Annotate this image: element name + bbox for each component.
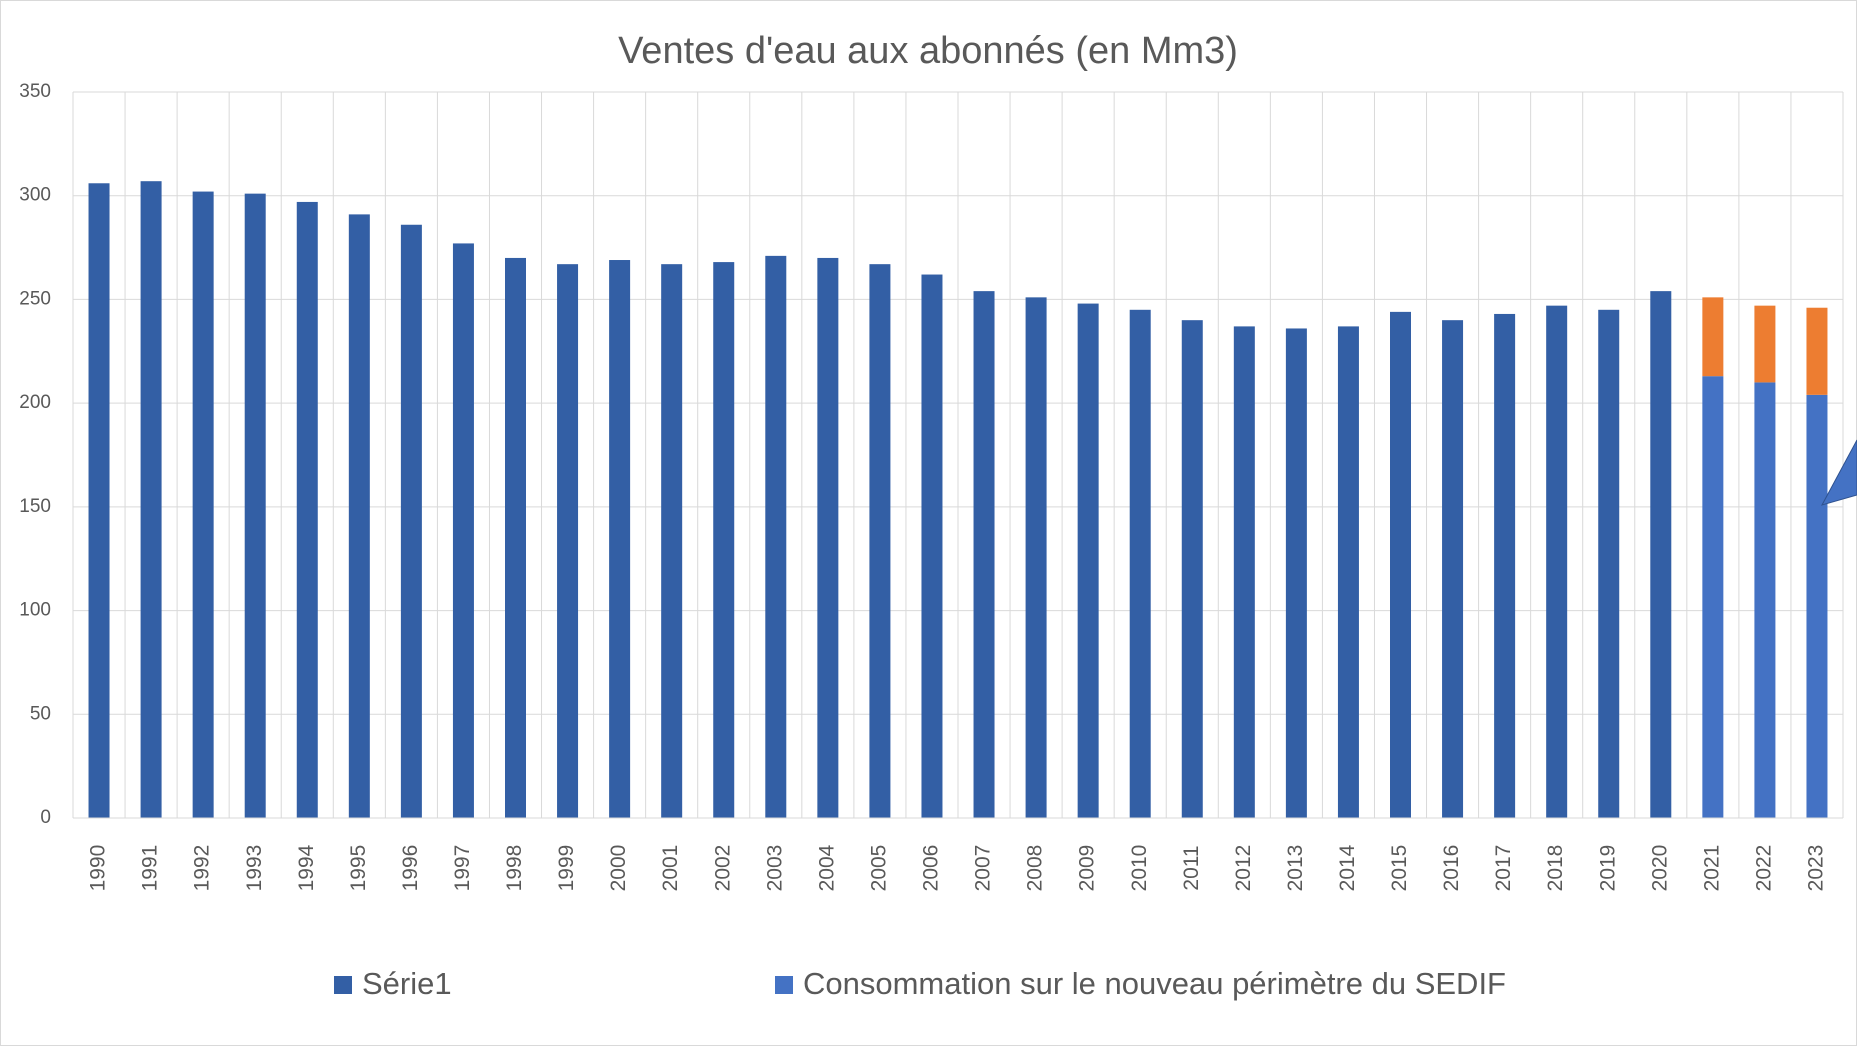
bar xyxy=(1390,311,1411,818)
bar xyxy=(1025,297,1047,819)
bar xyxy=(713,262,735,818)
x-tick-label: 2005 xyxy=(867,845,890,892)
x-tick-label: 2008 xyxy=(1024,845,1047,892)
x-tick-label: 2006 xyxy=(920,845,943,892)
x-tick-label: 2022 xyxy=(1752,845,1775,892)
x-tick-label: 1998 xyxy=(503,845,526,892)
bar xyxy=(921,274,943,819)
bar xyxy=(1754,382,1776,818)
chart-title: Ventes d'eau aux abonnés (en Mm3) xyxy=(618,30,1238,72)
x-tick-label: 2012 xyxy=(1232,845,1255,892)
bar xyxy=(192,191,214,818)
x-tick-label: 2017 xyxy=(1492,845,1515,892)
bar xyxy=(869,264,891,818)
x-tick-label: 2003 xyxy=(763,845,786,892)
y-tick-label: 100 xyxy=(19,600,51,621)
bar xyxy=(1702,297,1724,377)
x-tick-label: 2009 xyxy=(1076,845,1099,892)
x-tick-label: 2014 xyxy=(1336,844,1359,891)
x-tick-label: 2000 xyxy=(607,845,630,892)
legend-swatch xyxy=(334,976,352,994)
bar xyxy=(765,255,787,818)
y-tick-label: 0 xyxy=(40,807,51,828)
y-tick-label: 300 xyxy=(19,185,51,206)
x-tick-label: 2011 xyxy=(1180,845,1203,890)
bar xyxy=(557,264,579,818)
x-tick-label: 2010 xyxy=(1128,845,1151,892)
bar xyxy=(1494,313,1516,818)
bar xyxy=(1598,309,1620,818)
y-tick-label: 350 xyxy=(19,81,51,102)
bar xyxy=(609,260,631,818)
bar xyxy=(1129,309,1151,818)
x-tick-label: 2016 xyxy=(1440,845,1463,892)
bar xyxy=(140,181,162,819)
legend-label: Consommation sur le nouveau périmètre du… xyxy=(803,966,1506,1001)
bar xyxy=(1337,326,1359,818)
bar xyxy=(1077,303,1099,818)
bar xyxy=(88,183,110,819)
bar xyxy=(1233,326,1255,818)
bar xyxy=(1181,320,1203,818)
x-tick-label: 2019 xyxy=(1596,845,1619,892)
x-tick-label: 1991 xyxy=(139,845,162,892)
bar xyxy=(1650,291,1672,818)
bar xyxy=(452,243,474,818)
bar xyxy=(1442,320,1464,818)
x-tick-label: 2020 xyxy=(1648,845,1671,892)
x-tick-label: 2002 xyxy=(711,845,734,892)
x-tick-label: 2021 xyxy=(1700,845,1723,892)
bar xyxy=(1806,307,1828,395)
bar xyxy=(1702,376,1724,818)
x-tick-label: 1999 xyxy=(555,845,578,892)
legend-swatch xyxy=(775,976,793,994)
x-tick-label: 1997 xyxy=(451,845,474,892)
bar xyxy=(1546,305,1568,818)
bar xyxy=(1754,305,1776,383)
bar xyxy=(505,257,526,818)
y-tick-label: 150 xyxy=(19,496,51,517)
x-tick-label: 2007 xyxy=(972,845,995,892)
y-tick-label: 50 xyxy=(30,703,51,724)
x-tick-label: 2023 xyxy=(1805,845,1828,892)
plot-area: 0 50 100 150 200 250 300 350 1990 1991 1992 1993 199… xyxy=(19,81,1844,892)
x-tick-label: 1993 xyxy=(243,845,266,892)
bar xyxy=(400,224,422,819)
x-tick-label: 1995 xyxy=(347,845,370,892)
bar xyxy=(973,291,995,818)
legend-label: Série1 xyxy=(362,966,452,1001)
callout-pointer xyxy=(1820,439,1857,506)
bar xyxy=(244,193,266,818)
y-tick-label: 200 xyxy=(19,392,51,413)
x-tick-label: 2015 xyxy=(1388,845,1411,892)
x-tick-label: 1996 xyxy=(399,845,422,892)
bar xyxy=(348,214,370,818)
x-tick-label: 1994 xyxy=(295,844,318,891)
x-tick-label: 1990 xyxy=(87,845,110,892)
x-tick-label: 2001 xyxy=(659,845,682,892)
y-tick-label: 250 xyxy=(19,288,51,309)
x-tick-label: 2004 xyxy=(815,844,838,891)
x-tick-label: 2018 xyxy=(1544,845,1567,892)
bar xyxy=(817,257,839,818)
bar xyxy=(296,201,318,819)
bar xyxy=(1285,328,1307,818)
bar xyxy=(661,264,683,818)
x-tick-label: 2013 xyxy=(1284,845,1307,892)
x-tick-label: 1992 xyxy=(191,845,214,892)
bar xyxy=(1806,394,1828,818)
